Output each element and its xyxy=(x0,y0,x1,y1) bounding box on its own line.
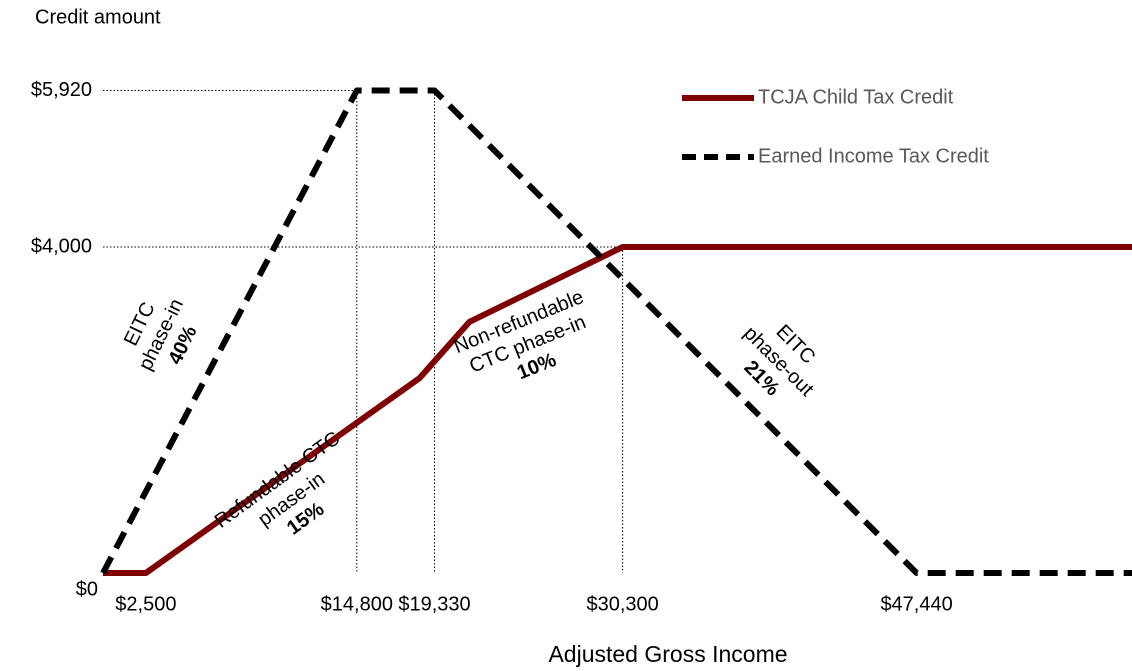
x-tick-label: $30,300 xyxy=(586,593,658,615)
x-axis-label: Adjusted Gross Income xyxy=(548,641,787,667)
x-tick-label: $2,500 xyxy=(115,593,176,615)
series-line xyxy=(103,244,1132,576)
legend-label: Earned Income Tax Credit xyxy=(758,145,989,167)
x-tick-label: $47,440 xyxy=(880,593,952,615)
y-tick-label: $4,000 xyxy=(31,235,92,257)
x-tick-label: $19,330 xyxy=(398,593,470,615)
x-tick-label: $14,800 xyxy=(321,593,393,615)
legend-label: TCJA Child Tax Credit xyxy=(758,86,954,108)
series-line xyxy=(100,87,1132,576)
y-axis-label: Credit amount xyxy=(35,6,161,28)
y-tick-label: $5,920 xyxy=(31,79,92,101)
y-tick-label: $0 xyxy=(76,578,98,600)
